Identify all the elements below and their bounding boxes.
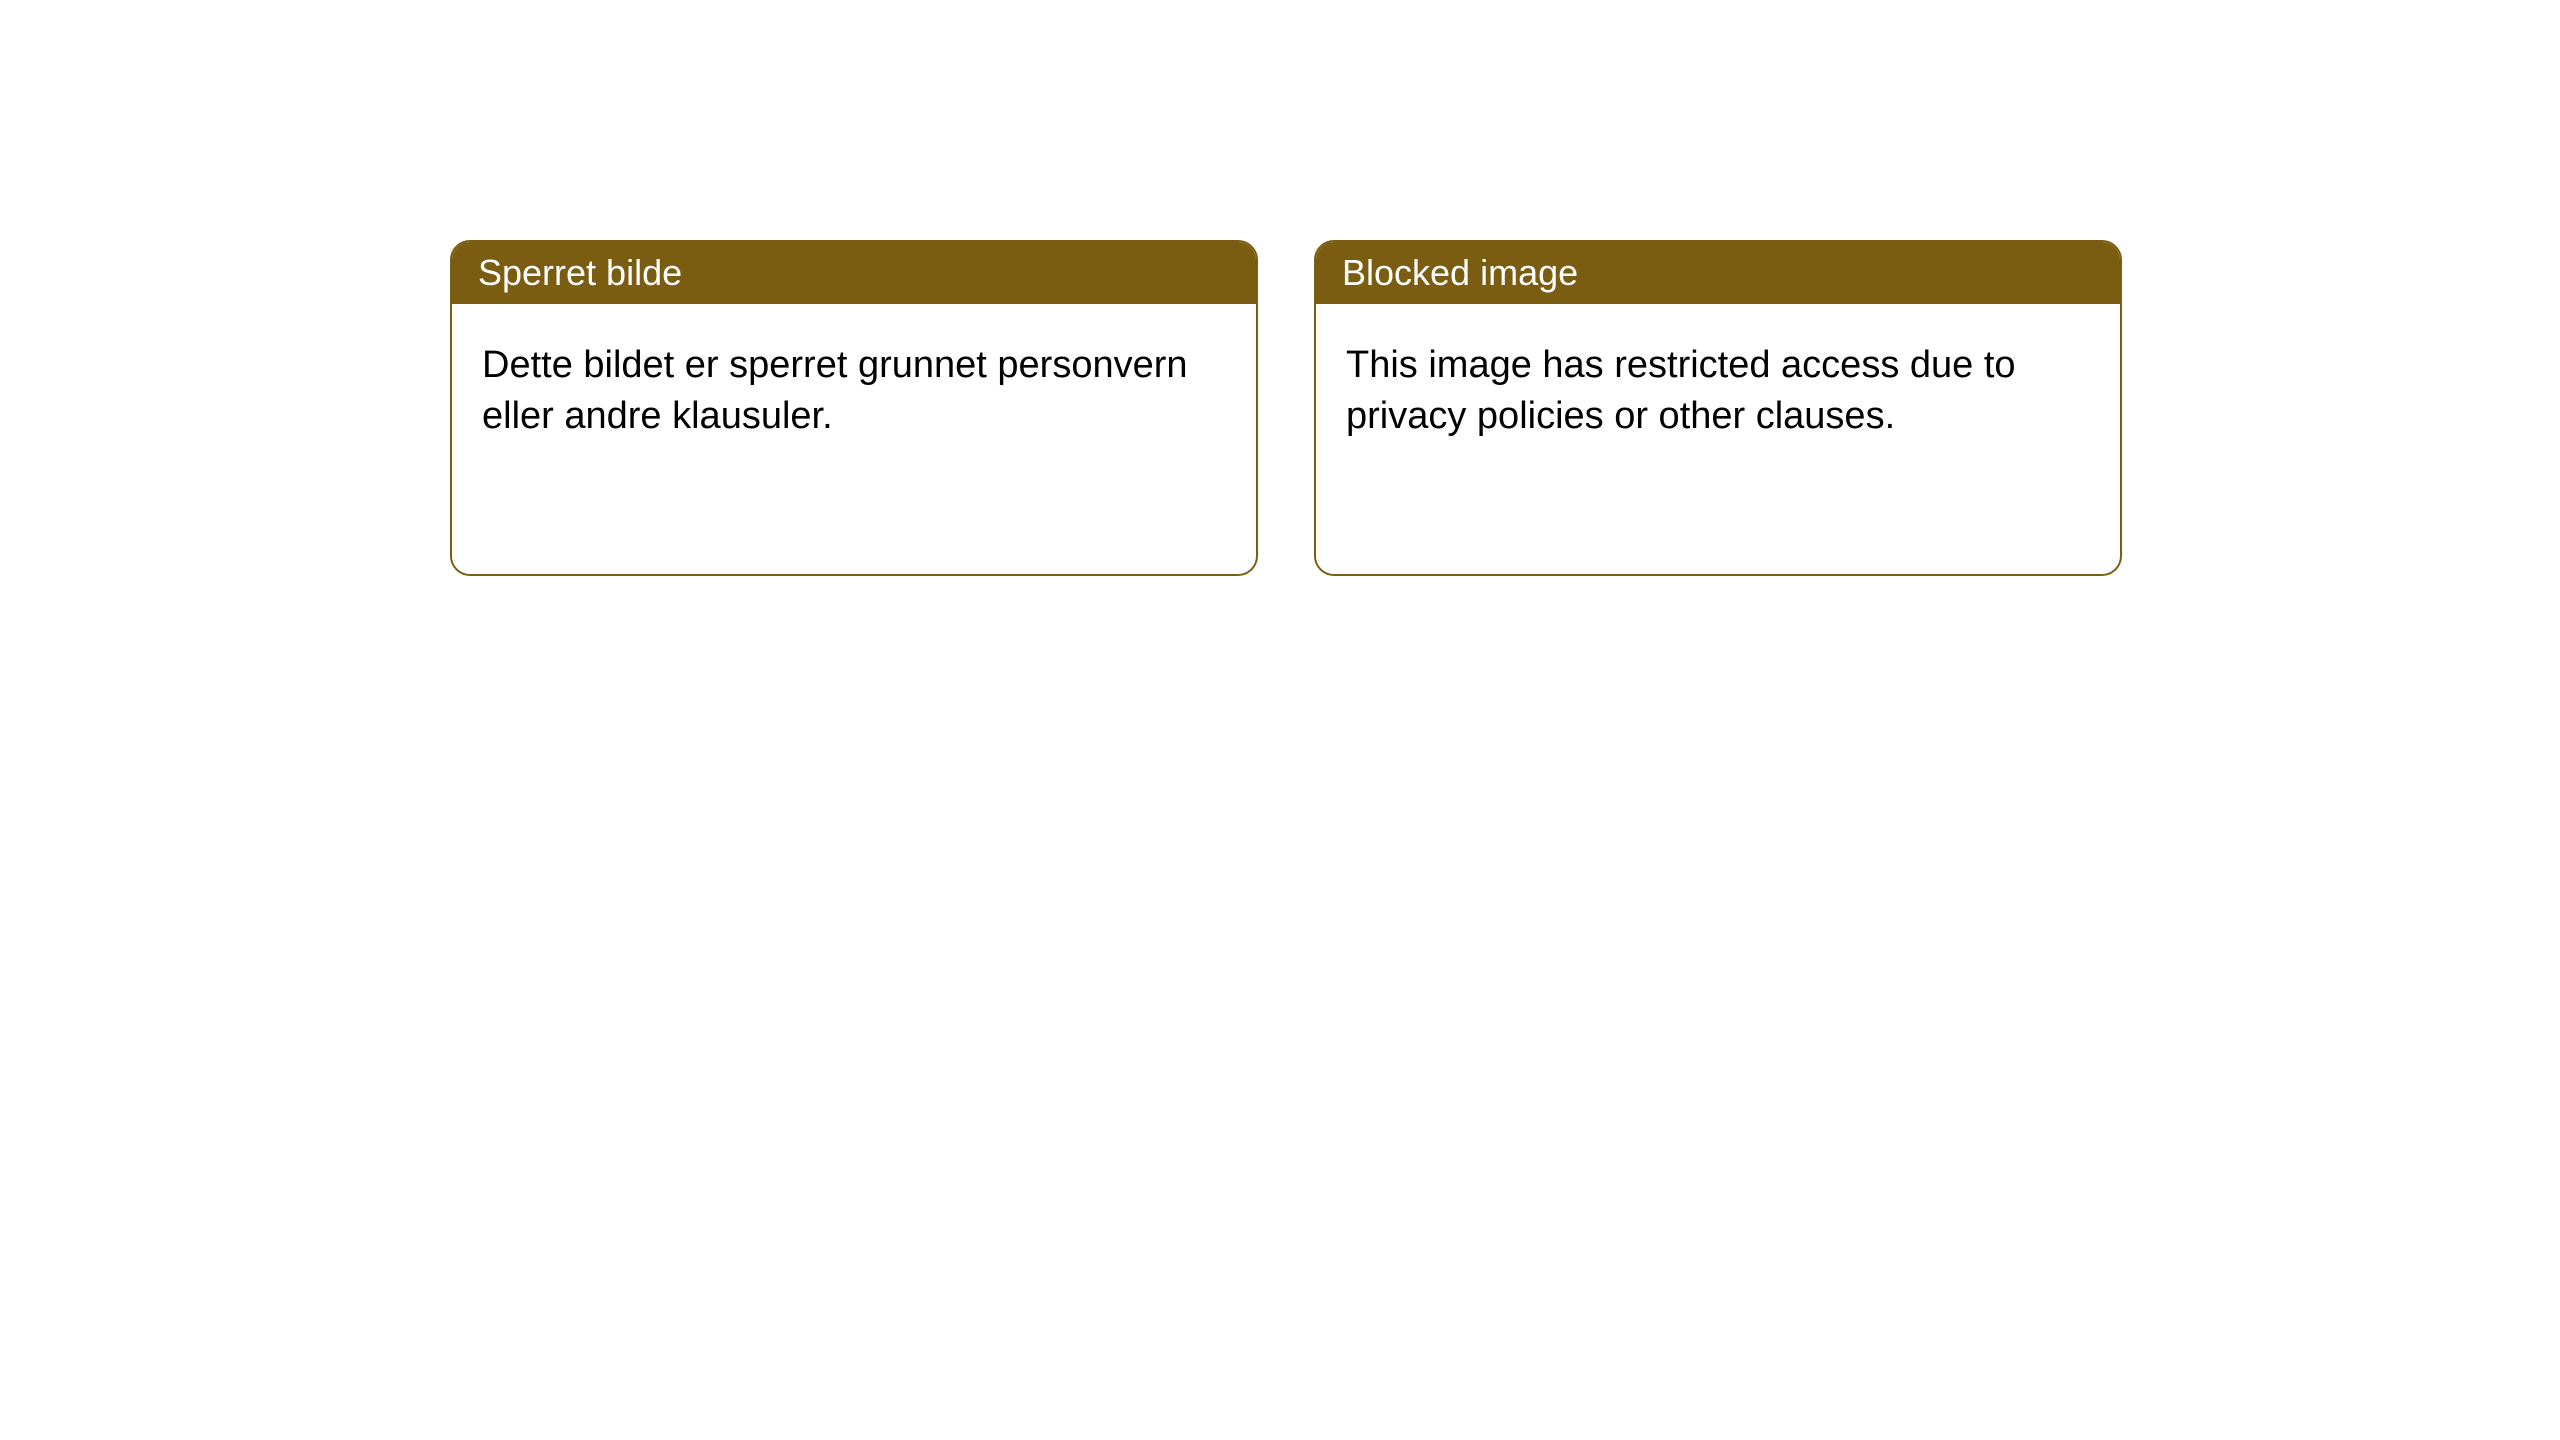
notice-header: Blocked image (1316, 242, 2120, 304)
notice-card-norwegian: Sperret bilde Dette bildet er sperret gr… (450, 240, 1258, 576)
notice-header: Sperret bilde (452, 242, 1256, 304)
notice-container: Sperret bilde Dette bildet er sperret gr… (0, 0, 2560, 576)
notice-body: Dette bildet er sperret grunnet personve… (452, 304, 1256, 479)
notice-body-text: Dette bildet er sperret grunnet personve… (482, 344, 1188, 437)
notice-title: Blocked image (1342, 252, 1578, 293)
notice-title: Sperret bilde (478, 252, 682, 293)
notice-body: This image has restricted access due to … (1316, 304, 2120, 479)
notice-body-text: This image has restricted access due to … (1346, 344, 2016, 437)
notice-card-english: Blocked image This image has restricted … (1314, 240, 2122, 576)
